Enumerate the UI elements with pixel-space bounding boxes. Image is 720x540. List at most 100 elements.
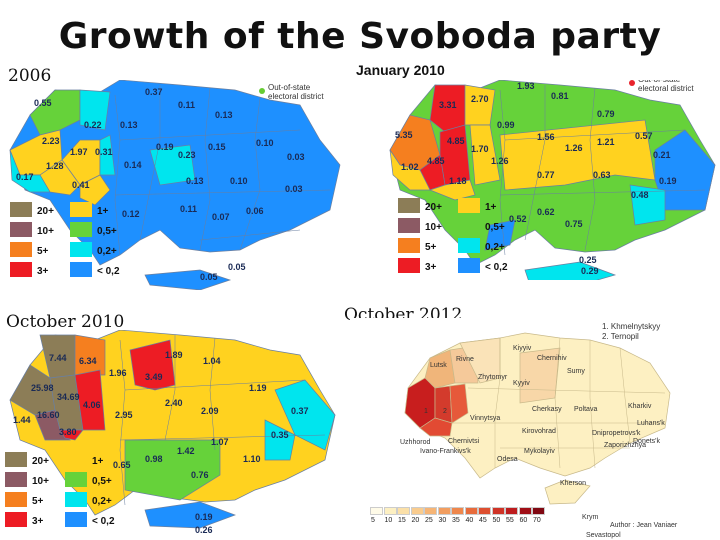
svg-text:< 0,2: < 0,2 xyxy=(485,262,508,273)
vjan-value-12: 0.57 xyxy=(635,131,653,141)
scale-swatch xyxy=(424,507,437,515)
vjan-value-18: 0.77 xyxy=(537,170,555,180)
voct-value-7: 3.49 xyxy=(145,372,163,382)
svg-text:1+: 1+ xyxy=(97,206,109,217)
svg-text:0,2+: 0,2+ xyxy=(92,496,112,507)
svg-text:10+: 10+ xyxy=(425,222,442,233)
city-label: Chernihiv xyxy=(537,355,567,362)
city-label: Kiyyiv xyxy=(513,345,532,352)
v2006-value-26: 0.05 xyxy=(200,272,218,282)
panel-label-jan-2010: January 2010 xyxy=(356,62,445,78)
voct-value-1: 6.34 xyxy=(79,356,97,366)
v2006-value-19: 0.41 xyxy=(72,180,90,190)
voct-value-4: 25.98 xyxy=(31,383,54,393)
voct-value-12: 2.40 xyxy=(165,398,183,408)
scale-swatch xyxy=(370,507,383,515)
vjan-value-10: 1.26 xyxy=(565,143,583,153)
panel-label-2006: 2006 xyxy=(8,66,52,86)
scale-label: 30 xyxy=(438,517,447,524)
scale-label: 10 xyxy=(384,517,393,524)
voct-value-25: 0.26 xyxy=(195,525,213,535)
voct-value-8: 1.19 xyxy=(249,383,267,393)
svg-text:20+: 20+ xyxy=(32,456,49,467)
svg-text:5+: 5+ xyxy=(37,246,49,257)
scale-swatch xyxy=(451,507,464,515)
city-label: Kherson xyxy=(560,480,587,487)
city-label: Odesa xyxy=(497,456,518,463)
vjan-value-7: 4.85 xyxy=(447,136,465,146)
v2006-value-5: 0.13 xyxy=(215,110,233,120)
vjan-value-5: 0.79 xyxy=(597,109,615,119)
voct-value-17: 1.07 xyxy=(211,437,229,447)
v2006-value-14: 1.28 xyxy=(46,161,64,171)
v2006-value-20: 0.12 xyxy=(122,209,140,219)
vjan-value-21: 0.48 xyxy=(631,190,649,200)
city-label: Mykolayiv xyxy=(524,448,555,455)
voct-value-18: 0.37 xyxy=(291,406,309,416)
city-label: Rivne xyxy=(456,356,474,363)
svg-text:0,2+: 0,2+ xyxy=(97,246,117,257)
v2006-value-9: 0.19 xyxy=(156,142,174,152)
map-2006: Out-of-state electoral district xyxy=(0,80,345,290)
voct-value-13: 2.09 xyxy=(201,406,219,416)
city-label: Chernivtsi xyxy=(448,438,480,445)
v2006-value-23: 0.06 xyxy=(246,206,264,216)
svg-text:20+: 20+ xyxy=(37,206,54,217)
vjan-value-13: 1.02 xyxy=(401,162,419,172)
v2006-value-2: 0.22 xyxy=(84,120,102,130)
city-label: Ivano-Frankivs'k xyxy=(420,448,471,455)
svg-text:5+: 5+ xyxy=(32,496,44,507)
map-oct-2012-cities: Kiyyiv Chernihiv Lutsk Rivne Zhytomyr Kyyiv Su… xyxy=(350,318,720,540)
voct-value-23: 0.76 xyxy=(191,470,209,480)
city-label: Poltava xyxy=(574,406,598,413)
vjan-value-22: 0.52 xyxy=(509,214,527,224)
v2006-value-24: 0.03 xyxy=(285,184,303,194)
scale-swatch xyxy=(491,507,505,515)
svg-text:3+: 3+ xyxy=(32,516,44,527)
city-label: Cherkasy xyxy=(532,406,562,413)
vjan-value-11: 1.21 xyxy=(597,137,615,147)
vjan-value-24: 0.75 xyxy=(565,219,583,229)
city-label: Kyyiv xyxy=(513,380,530,387)
vjan-value-19: 0.63 xyxy=(593,170,611,180)
voct-value-9: 16.60 xyxy=(37,410,60,420)
scale-label: 40 xyxy=(465,517,474,524)
svg-text:3+: 3+ xyxy=(37,266,49,277)
scale-label: 15 xyxy=(398,517,406,524)
voct-value-3: 1.04 xyxy=(203,356,221,366)
vjan-value-2: 2.70 xyxy=(471,94,489,104)
voct-value-0: 7.44 xyxy=(49,353,67,363)
v2006-value-0: 0.37 xyxy=(145,87,163,97)
map-oct-2010 xyxy=(5,330,340,535)
scale-swatch xyxy=(410,507,424,515)
v2006-value-22: 0.07 xyxy=(212,212,230,222)
v2006-value-13: 0.14 xyxy=(124,160,142,170)
svg-text:5+: 5+ xyxy=(425,242,437,253)
v2006-value-21: 0.11 xyxy=(180,204,197,214)
legend-note-2: 2. Ternopil xyxy=(602,332,639,341)
vjan-value-23: 0.62 xyxy=(537,207,555,217)
legend-jan-2010: 20+ 10+ 5+ 3+ 1+ 0,5+ 0,2+ < 0,2 xyxy=(398,198,508,273)
author-credit: Author : Jean Vaniaer xyxy=(610,522,678,529)
v2006-value-1: 0.55 xyxy=(34,98,52,108)
svg-text:< 0,2: < 0,2 xyxy=(92,516,115,527)
scale-swatch xyxy=(383,507,397,515)
scale-swatch xyxy=(532,507,545,515)
city-label: Uzhhorod xyxy=(400,439,431,446)
svg-text:0,5+: 0,5+ xyxy=(485,222,505,233)
voct-value-15: 3.80 xyxy=(59,427,77,437)
voct-value-6: 1.96 xyxy=(109,368,127,378)
scale-label: 50 xyxy=(492,517,501,524)
svg-text:20+: 20+ xyxy=(425,202,442,213)
v2006-value-8: 0.31 xyxy=(95,147,113,157)
v2006-value-12: 0.10 xyxy=(256,138,274,148)
scale-label: 55 xyxy=(506,517,514,524)
voct-value-22: 0.65 xyxy=(113,460,131,470)
scale-label: 45 xyxy=(479,517,487,524)
scale-swatch xyxy=(464,507,478,515)
map-oct-2012 xyxy=(350,318,720,540)
voct-value-2: 1.89 xyxy=(165,350,183,360)
city-label: Luhans'k xyxy=(637,420,665,427)
v2006-value-25: 0.05 xyxy=(228,262,246,272)
